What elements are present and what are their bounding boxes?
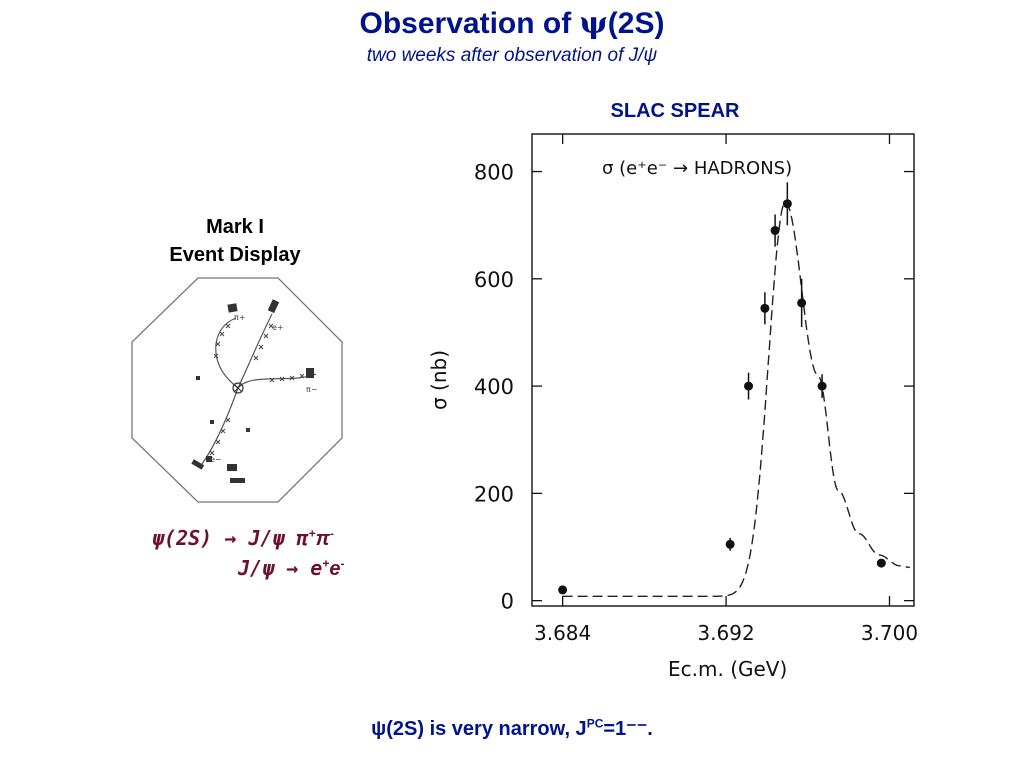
data-point xyxy=(876,558,886,568)
y-tick-label: 0 xyxy=(501,590,514,614)
conclusion-tail: =1⁻⁻. xyxy=(603,718,653,740)
calorimeter-block xyxy=(191,459,205,470)
decay-line-1-sup2: - xyxy=(329,526,334,541)
event-display-label-line1: Mark I xyxy=(206,216,264,238)
decay-line-2-sup1: + xyxy=(322,556,330,571)
x-tick-label: 3.692 xyxy=(697,621,754,645)
calorimeter-block xyxy=(230,478,245,483)
track-pi-plus xyxy=(215,317,239,389)
data-point xyxy=(760,303,770,313)
label-pi-minus: π− xyxy=(306,385,318,394)
data-point xyxy=(782,199,792,209)
x-tick-label: 3.684 xyxy=(534,621,591,645)
title-tail: (2S) xyxy=(607,7,665,40)
decay-line-1-sup1: + xyxy=(308,526,316,541)
y-tick-label: 400 xyxy=(474,375,514,399)
decay-line-2: J/ψ → e+e- xyxy=(238,556,344,581)
x-tick-label: 3.700 xyxy=(861,621,918,645)
conclusion-text: ψ(2S) is very narrow, JPC=1⁻⁻. xyxy=(0,716,1024,741)
label-e-minus: e− xyxy=(210,455,222,464)
decay-line-1-text: ψ(2S) → J/ψ π xyxy=(152,526,309,550)
decay-line-2-sup2: - xyxy=(340,556,345,571)
chart-xlabel: Ec.m. (GeV) xyxy=(668,657,787,681)
data-point xyxy=(744,381,754,391)
track-pi-minus xyxy=(237,373,317,389)
decay-line-1: ψ(2S) → J/ψ π+π- xyxy=(152,526,334,551)
y-axis: 0 200 400 600 800 xyxy=(474,161,914,614)
calorimeter-block xyxy=(267,299,280,314)
slide-title: Observation of ψ(2S) xyxy=(0,6,1024,41)
label-e-plus: e+ xyxy=(272,323,284,332)
x-axis: 3.684 3.692 3.700 xyxy=(534,134,918,645)
slide-subtitle: two weeks after observation of J/ψ xyxy=(366,45,658,66)
decay-line-1-mid: π xyxy=(315,528,330,550)
cross-section-chart: 0 200 400 600 800 3.684 3.692 3.700 σ (e⁺e⁻ → … xyxy=(427,133,918,681)
y-tick-label: 800 xyxy=(474,161,514,185)
calorimeter-block xyxy=(206,456,212,462)
event-display: π+ e+ π− e− xyxy=(131,277,343,503)
fit-curve xyxy=(562,201,910,597)
decay-line-2-mid: e xyxy=(329,558,341,580)
data-point xyxy=(817,381,827,391)
calorimeter-block xyxy=(246,428,250,432)
decay-line-2-text: J/ψ → e xyxy=(238,556,323,580)
title-psi: ψ xyxy=(579,6,608,41)
data-point xyxy=(797,298,807,308)
detector-octagon xyxy=(131,277,343,503)
data-points xyxy=(558,182,886,595)
label-pi-plus: π+ xyxy=(234,313,246,322)
data-point xyxy=(770,226,780,236)
chart-ylabel: σ (nb) xyxy=(427,350,451,410)
title-main: Observation of xyxy=(359,7,580,40)
conclusion-main: ψ(2S) is very narrow, J xyxy=(371,718,587,740)
calorimeter-block xyxy=(210,420,214,424)
data-point xyxy=(725,539,735,549)
plot-heading: SLAC SPEAR xyxy=(610,100,740,122)
calorimeter-block xyxy=(227,303,238,313)
event-display-label: Mark I Event Display xyxy=(120,213,350,269)
track-e-minus xyxy=(201,387,239,465)
calorimeter-block xyxy=(306,368,314,378)
y-tick-label: 200 xyxy=(474,482,514,506)
vertex-marker xyxy=(232,382,244,394)
track-hits xyxy=(209,323,305,456)
event-display-label-line2: Event Display xyxy=(169,244,301,266)
track-e-plus xyxy=(237,313,273,389)
chart-frame xyxy=(531,133,915,607)
data-point xyxy=(558,585,568,595)
conclusion-sup: PC xyxy=(586,716,604,731)
chart-title: σ (e⁺e⁻ → HADRONS) xyxy=(602,158,792,179)
y-tick-label: 600 xyxy=(474,268,514,292)
calorimeter-block xyxy=(196,376,200,380)
calorimeter-block xyxy=(227,464,237,471)
